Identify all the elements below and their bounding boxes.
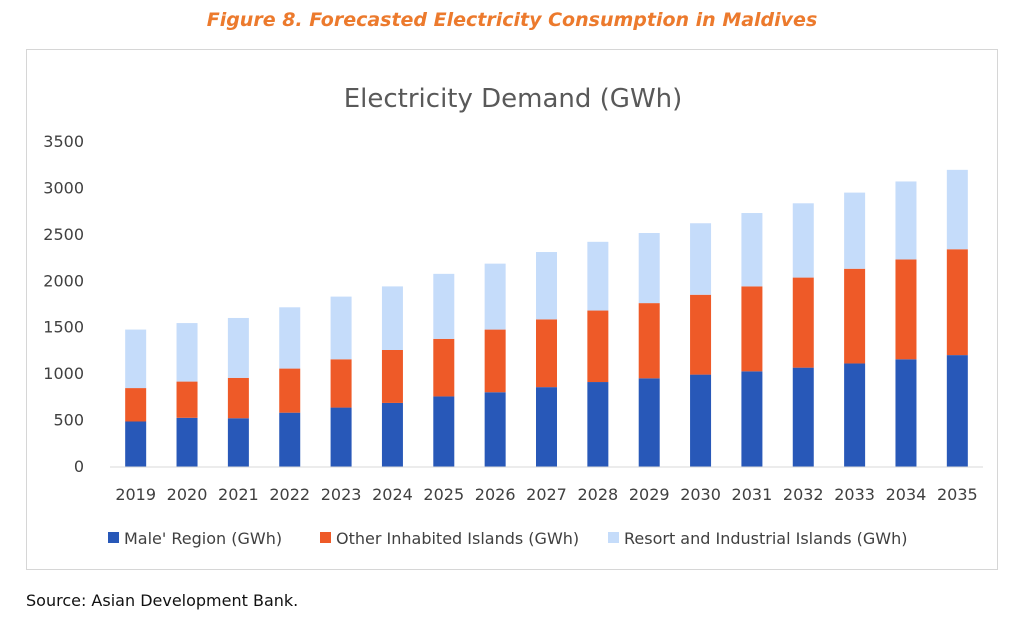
bar-male-region-2027 <box>536 387 557 467</box>
y-tick-label: 2000 <box>43 271 84 290</box>
x-tick-label: 2033 <box>834 485 875 504</box>
bar-resort-industrial-2033 <box>844 192 866 269</box>
y-tick-label: 500 <box>53 411 84 430</box>
bar-resort-industrial-2023 <box>330 296 352 360</box>
bar-male-region-2033 <box>844 363 866 467</box>
bar-other-inhabited-2035 <box>946 249 968 356</box>
bar-male-region-2021 <box>227 418 249 467</box>
figure-caption: Figure 8. Forecasted Electricity Consump… <box>206 9 818 31</box>
y-tick-label: 3500 <box>43 132 84 151</box>
bar-other-inhabited-2023 <box>330 359 352 408</box>
legend-resort-industrial-islands-swatch <box>608 532 619 543</box>
bar-other-inhabited-2019 <box>125 388 147 422</box>
bar-other-inhabited-2021 <box>227 377 249 419</box>
bar-other-inhabited-2028 <box>587 310 609 383</box>
chart-title: Electricity Demand (GWh) <box>344 84 683 114</box>
bar-resort-industrial-2030 <box>690 223 712 295</box>
y-tick-label: 1000 <box>43 364 84 383</box>
bar-other-inhabited-2032 <box>792 277 814 368</box>
bar-male-region-2034 <box>895 359 917 467</box>
bar-resort-industrial-2020 <box>176 323 198 382</box>
x-tick-label: 2021 <box>218 485 259 504</box>
bar-male-region-2029 <box>638 378 660 467</box>
bar-other-inhabited-2025 <box>433 338 455 397</box>
x-tick-label: 2025 <box>423 485 464 504</box>
bar-male-region-2024 <box>381 402 403 467</box>
legend: Male' Region (GWh) Other Inhabited Island… <box>108 529 907 548</box>
bar-resort-industrial-2026 <box>484 263 506 330</box>
y-axis: 0 500 1000 1500 2000 2500 3000 3500 <box>43 132 84 476</box>
x-tick-label: 2023 <box>321 485 362 504</box>
bar-other-inhabited-2026 <box>484 329 506 393</box>
bar-resort-industrial-2025 <box>433 273 455 339</box>
bar-resort-industrial-2028 <box>587 241 609 311</box>
bar-resort-industrial-2032 <box>792 203 814 278</box>
bar-male-region-2035 <box>946 355 968 467</box>
y-tick-label: 1500 <box>43 318 84 337</box>
bar-other-inhabited-2034 <box>895 259 917 360</box>
bar-male-region-2020 <box>176 417 198 467</box>
legend-resort-industrial-islands-label: Resort and Industrial Islands (GWh) <box>624 529 907 548</box>
bar-male-region-2025 <box>433 396 455 467</box>
bar-male-region-2023 <box>330 407 352 467</box>
x-tick-label: 2026 <box>475 485 516 504</box>
bars <box>125 169 968 467</box>
bar-other-inhabited-2031 <box>741 286 763 372</box>
x-tick-label: 2028 <box>577 485 618 504</box>
x-tick-label: 2027 <box>526 485 567 504</box>
bar-other-inhabited-2029 <box>638 303 660 379</box>
bar-resort-industrial-2021 <box>227 317 249 378</box>
bar-male-region-2031 <box>741 371 763 467</box>
bar-resort-industrial-2029 <box>638 233 660 304</box>
source-note: Source: Asian Development Bank. <box>26 591 299 610</box>
x-tick-label: 2029 <box>629 485 670 504</box>
x-tick-label: 2022 <box>269 485 310 504</box>
x-tick-label: 2032 <box>783 485 824 504</box>
bar-male-region-2026 <box>484 392 506 467</box>
bar-other-inhabited-2020 <box>176 381 198 418</box>
bar-male-region-2030 <box>690 374 712 467</box>
bar-resort-industrial-2024 <box>381 286 403 350</box>
electricity-demand-chart: Electricity Demand (GWh) 0 500 1000 1500 200… <box>43 84 983 548</box>
bar-male-region-2019 <box>125 421 147 467</box>
chart-frame: Electricity Demand (GWh) 0 500 1000 1500 200… <box>26 49 998 570</box>
legend-male-region-label: Male' Region (GWh) <box>124 529 282 548</box>
bar-resort-industrial-2027 <box>536 252 557 320</box>
bar-male-region-2022 <box>279 412 301 467</box>
legend-other-inhabited-islands-swatch <box>320 532 331 543</box>
legend-other-inhabited-islands-label: Other Inhabited Islands (GWh) <box>336 529 579 548</box>
bar-male-region-2028 <box>587 382 609 467</box>
bar-other-inhabited-2030 <box>690 294 712 375</box>
y-tick-label: 0 <box>74 457 84 476</box>
x-tick-label: 2034 <box>886 485 927 504</box>
bar-resort-industrial-2019 <box>125 329 147 389</box>
bar-other-inhabited-2033 <box>844 268 866 364</box>
x-tick-label: 2031 <box>732 485 773 504</box>
x-tick-label: 2035 <box>937 485 978 504</box>
bar-resort-industrial-2022 <box>279 307 301 369</box>
bar-other-inhabited-2022 <box>279 368 301 413</box>
bar-male-region-2032 <box>792 367 814 467</box>
x-tick-label: 2024 <box>372 485 413 504</box>
bar-resort-industrial-2035 <box>946 169 968 250</box>
legend-male-region-swatch <box>108 532 119 543</box>
y-tick-label: 2500 <box>43 225 84 244</box>
bar-other-inhabited-2024 <box>381 350 403 403</box>
x-axis: 2019 2020 2021 2022 2023 2024 2025 2026 2027 2028… <box>115 485 977 504</box>
bar-resort-industrial-2034 <box>895 181 917 260</box>
x-tick-label: 2020 <box>167 485 208 504</box>
y-tick-label: 3000 <box>43 178 84 197</box>
bar-other-inhabited-2027 <box>536 319 557 388</box>
x-tick-label: 2019 <box>115 485 156 504</box>
x-tick-label: 2030 <box>680 485 721 504</box>
bar-resort-industrial-2031 <box>741 213 763 287</box>
